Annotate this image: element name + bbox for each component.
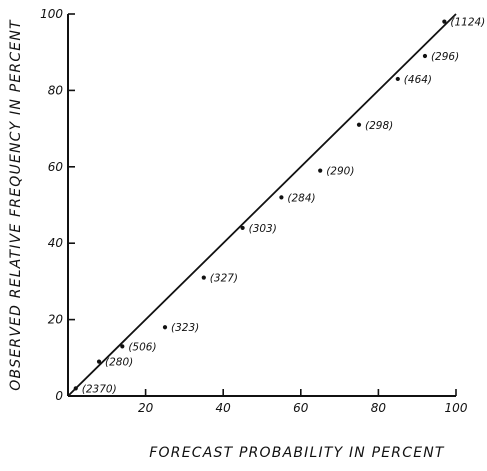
ticks: 0 20 40 60 80 100 20 40 60 80 100 [40, 7, 468, 415]
data-point-6 [240, 225, 245, 231]
point-label-7: (284) [287, 192, 315, 204]
point-label-5: (327) [210, 273, 238, 285]
y-tick-label-40: 40 [48, 236, 64, 250]
point-label-12: (1124) [450, 17, 485, 29]
data-point-8 [318, 168, 323, 173]
axes [67, 14, 456, 397]
data-point-10 [395, 76, 400, 82]
point-label-11: (296) [431, 51, 459, 63]
point-label-6: (303) [249, 223, 277, 235]
y-tick-label-60: 60 [48, 160, 64, 174]
point-labels: (2370) (280) (506) (323) (327) (303) (284) (290… [82, 17, 486, 396]
point-label-8: (290) [326, 166, 354, 178]
data-point-2 [96, 359, 102, 364]
point-label-9: (298) [365, 120, 393, 132]
point-label-2: (280) [105, 357, 133, 369]
data-points [73, 19, 447, 391]
reference-line-group [67, 13, 457, 397]
data-point-1 [73, 386, 78, 391]
x-tick-label-40: 40 [216, 401, 232, 415]
data-point-7 [279, 195, 284, 200]
data-point-11 [422, 53, 428, 59]
data-point-12 [442, 19, 447, 24]
data-point-3 [120, 344, 125, 349]
x-tick-label-60: 60 [293, 401, 309, 415]
y-axis-label: OBSERVED RELATIVE FREQUENCY IN PERCENT [8, 19, 24, 391]
data-point-4 [162, 325, 168, 330]
point-label-1: (2370) [82, 383, 117, 395]
y-tick-label-0: 0 [55, 389, 63, 403]
y-tick-label-20: 20 [48, 313, 64, 327]
x-tick-label-80: 80 [371, 401, 387, 415]
point-label-10: (464) [404, 74, 432, 86]
y-tick-label-80: 80 [48, 83, 64, 97]
point-label-4: (323) [171, 322, 199, 334]
x-tick-label-20: 20 [138, 401, 154, 415]
data-point-5 [201, 275, 206, 280]
point-label-3: (506) [128, 341, 156, 353]
x-axis-label: FORECAST PROBABILITY IN PERCENT [149, 445, 445, 461]
data-point-9 [356, 122, 362, 127]
reference-line [67, 13, 457, 397]
x-tick-label-100: 100 [445, 401, 468, 415]
y-tick-label-100: 100 [40, 7, 63, 21]
